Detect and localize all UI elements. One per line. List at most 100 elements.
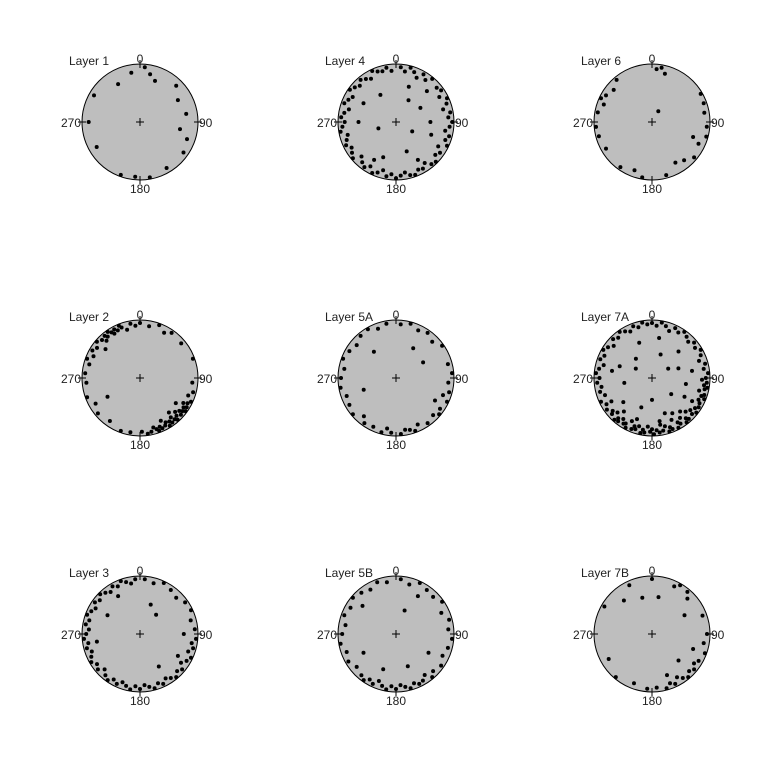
- data-point: [673, 326, 678, 331]
- data-point: [415, 422, 420, 427]
- data-point: [149, 429, 154, 434]
- data-point: [675, 675, 679, 680]
- data-point: [640, 427, 645, 432]
- data-point: [616, 419, 621, 424]
- data-point: [683, 416, 688, 421]
- data-point: [662, 424, 667, 429]
- panel-title: Layer 3: [69, 566, 109, 580]
- data-point: [194, 636, 198, 641]
- data-point: [421, 72, 426, 77]
- data-point: [692, 340, 697, 345]
- data-point: [185, 401, 190, 406]
- data-point: [158, 418, 163, 423]
- data-point: [686, 339, 691, 344]
- tick-label-180: 180: [386, 438, 406, 452]
- data-point: [118, 579, 123, 584]
- data-point: [403, 427, 408, 432]
- data-point: [381, 667, 386, 672]
- data-point: [670, 411, 675, 416]
- data-point: [406, 84, 411, 89]
- data-point: [676, 349, 681, 354]
- data-point: [654, 685, 659, 690]
- data-point: [361, 387, 366, 392]
- data-point: [405, 664, 410, 669]
- data-point: [422, 673, 427, 677]
- data-point: [446, 380, 451, 385]
- data-point: [384, 687, 389, 692]
- data-point: [663, 324, 668, 329]
- data-point: [648, 429, 653, 434]
- data-point: [450, 636, 454, 641]
- data-point: [100, 338, 104, 342]
- data-point: [376, 326, 380, 331]
- data-point: [359, 590, 364, 595]
- data-point: [192, 627, 197, 632]
- data-point: [367, 677, 372, 682]
- data-point: [94, 145, 99, 149]
- data-point: [682, 394, 687, 399]
- data-point: [360, 160, 365, 165]
- tick-label-180: 180: [642, 694, 662, 708]
- data-point: [606, 345, 610, 350]
- data-point: [120, 680, 125, 685]
- data-point: [645, 686, 650, 691]
- data-point: [447, 617, 452, 622]
- data-point: [622, 380, 627, 385]
- tick-label-270: 270: [317, 116, 337, 130]
- data-point: [693, 406, 697, 411]
- data-point: [344, 138, 349, 142]
- data-point: [124, 683, 129, 688]
- data-point: [118, 172, 123, 177]
- data-point: [342, 613, 347, 618]
- data-point: [103, 590, 108, 595]
- data-point: [161, 681, 166, 686]
- data-point: [116, 82, 121, 87]
- data-point: [424, 89, 429, 94]
- data-point: [610, 368, 614, 373]
- data-point: [697, 358, 701, 363]
- data-point: [133, 577, 138, 582]
- data-point: [102, 667, 107, 672]
- data-point: [398, 432, 403, 436]
- data-point: [168, 415, 173, 420]
- data-point: [701, 366, 706, 371]
- data-point: [371, 424, 376, 429]
- data-point: [181, 150, 186, 155]
- data-point: [181, 401, 186, 405]
- data-point: [417, 581, 422, 585]
- data-point: [654, 323, 659, 328]
- data-point: [361, 678, 366, 683]
- data-point: [662, 411, 667, 416]
- data-point: [129, 581, 134, 586]
- data-point: [411, 346, 416, 351]
- data-point: [697, 388, 702, 393]
- data-point: [594, 371, 598, 376]
- data-point: [676, 425, 681, 430]
- tick-label-90: 90: [199, 372, 213, 386]
- data-point: [89, 660, 94, 665]
- data-point: [346, 97, 351, 102]
- data-point: [361, 650, 366, 655]
- data-point: [621, 409, 626, 414]
- data-point: [352, 85, 357, 90]
- data-point: [359, 154, 364, 159]
- data-point: [128, 687, 133, 692]
- data-point: [86, 120, 91, 124]
- data-point: [375, 580, 380, 585]
- data-point: [445, 362, 450, 367]
- data-point: [640, 320, 645, 325]
- data-point: [175, 417, 180, 422]
- data-point: [698, 353, 703, 358]
- data-point: [665, 673, 669, 678]
- data-point: [89, 649, 94, 654]
- data-point: [148, 602, 153, 607]
- data-point: [412, 70, 417, 75]
- data-point: [115, 584, 120, 589]
- data-point: [662, 71, 667, 76]
- data-point: [430, 675, 435, 680]
- data-point: [384, 65, 389, 70]
- data-point: [168, 588, 173, 592]
- data-point: [416, 328, 421, 333]
- data-point: [402, 170, 407, 175]
- data-point: [438, 150, 442, 155]
